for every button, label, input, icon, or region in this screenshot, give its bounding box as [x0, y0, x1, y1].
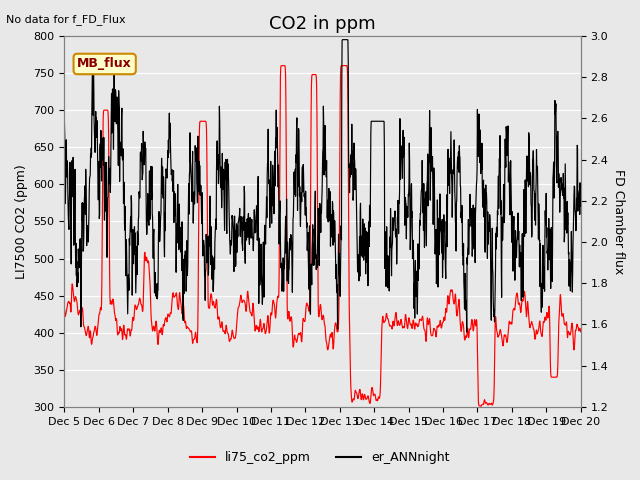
Text: MB_flux: MB_flux: [77, 58, 132, 71]
Text: No data for f_FD_Flux: No data for f_FD_Flux: [6, 14, 126, 25]
Y-axis label: LI7500 CO2 (ppm): LI7500 CO2 (ppm): [15, 164, 28, 279]
Legend: li75_co2_ppm, er_ANNnight: li75_co2_ppm, er_ANNnight: [186, 446, 454, 469]
Y-axis label: FD Chamber flux: FD Chamber flux: [612, 169, 625, 274]
Title: CO2 in ppm: CO2 in ppm: [269, 15, 376, 33]
